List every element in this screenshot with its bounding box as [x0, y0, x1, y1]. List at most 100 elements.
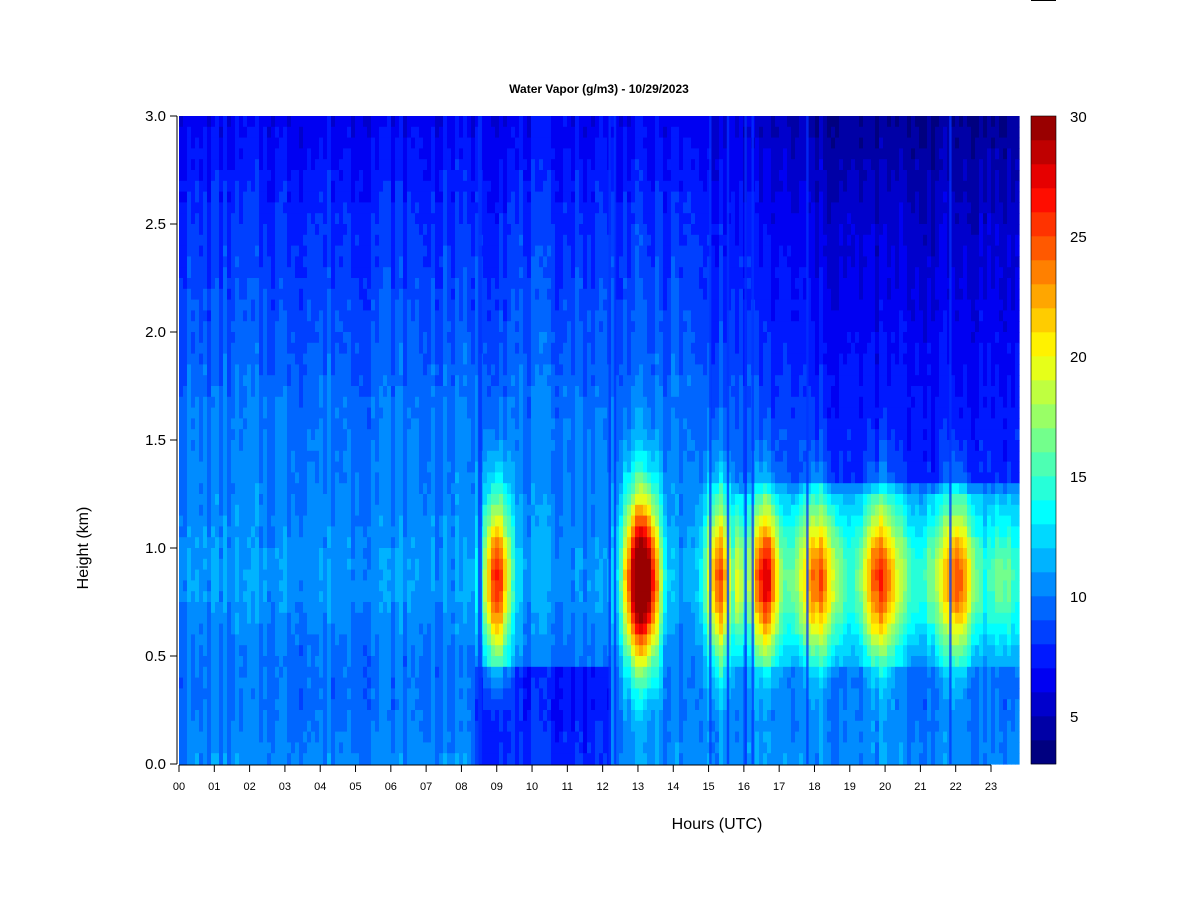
heatmap-cell: [243, 245, 248, 257]
heatmap-cell: [375, 494, 380, 506]
heatmap-cell: [347, 612, 352, 625]
heatmap-cell: [467, 537, 472, 549]
heatmap-cell: [251, 612, 256, 625]
heatmap-cell: [503, 515, 508, 527]
heatmap-cell: [363, 720, 368, 733]
heatmap-cell: [427, 623, 432, 635]
heatmap-cell: [391, 710, 396, 722]
heatmap-cell: [267, 591, 272, 603]
heatmap-cell: [495, 623, 500, 635]
heatmap-cell: [315, 299, 320, 311]
heatmap-cell: [471, 591, 476, 603]
heatmap-cell: [315, 267, 320, 279]
heatmap-cell: [311, 612, 316, 625]
heatmap-cell: [487, 299, 492, 311]
heatmap-cell: [187, 688, 192, 700]
heatmap-cell: [183, 742, 188, 754]
heatmap-cell: [243, 299, 248, 311]
heatmap-cell: [411, 213, 416, 225]
heatmap-cell: [255, 126, 260, 139]
heatmap-cell: [355, 148, 360, 160]
heatmap-cell: [399, 407, 404, 419]
heatmap-cell: [307, 602, 312, 614]
heatmap-cell: [463, 483, 468, 495]
heatmap-cell: [283, 580, 288, 592]
heatmap-cell: [243, 558, 248, 571]
heatmap-cell: [507, 137, 512, 149]
heatmap-cell: [203, 461, 208, 473]
heatmap-cell: [363, 580, 368, 592]
heatmap-cell: [275, 310, 280, 322]
heatmap-cell: [447, 213, 452, 225]
heatmap-cell: [235, 699, 240, 711]
heatmap-cell: [375, 234, 380, 247]
heatmap-cell: [499, 569, 504, 581]
heatmap-cell: [387, 612, 392, 625]
heatmap-cell: [295, 602, 300, 614]
heatmap-cell: [239, 483, 244, 495]
heatmap-cell: [239, 310, 244, 322]
heatmap-cell: [267, 472, 272, 484]
heatmap-cell: [395, 656, 400, 668]
heatmap-cell: [259, 364, 264, 376]
heatmap-cell: [251, 742, 256, 754]
heatmap-cell: [499, 310, 504, 322]
heatmap-cell: [411, 548, 416, 560]
heatmap-cell: [431, 332, 436, 344]
heatmap-cell: [499, 526, 504, 538]
heatmap-cell: [455, 548, 460, 560]
heatmap-cell: [227, 591, 232, 603]
heatmap-cell: [455, 699, 460, 711]
heatmap-cell: [343, 148, 348, 160]
heatmap-cell: [439, 623, 444, 635]
heatmap-cell: [507, 634, 512, 646]
heatmap-cell: [475, 180, 480, 193]
heatmap-cell: [243, 429, 248, 441]
heatmap-cell: [367, 288, 372, 301]
heatmap-cell: [423, 720, 428, 733]
heatmap-cell: [267, 602, 272, 614]
heatmap-cell: [223, 569, 228, 581]
heatmap-cell: [491, 429, 496, 441]
heatmap-cell: [431, 126, 436, 139]
heatmap-cell: [295, 472, 300, 484]
heatmap-cell: [191, 494, 196, 506]
heatmap-cell: [387, 245, 392, 257]
heatmap-cell: [383, 515, 388, 527]
heatmap-cell: [471, 148, 476, 160]
heatmap-cell: [263, 386, 268, 398]
heatmap-cell: [375, 170, 380, 182]
heatmap-cell: [195, 137, 200, 149]
heatmap-cell: [291, 418, 296, 430]
heatmap-cell: [471, 310, 476, 322]
heatmap-cell: [491, 234, 496, 247]
heatmap-cell: [267, 256, 272, 268]
heatmap-cell: [215, 342, 220, 355]
heatmap-cell: [243, 321, 248, 333]
heatmap-cell: [211, 504, 216, 517]
heatmap-cell: [219, 634, 224, 646]
heatmap-cell: [343, 537, 348, 549]
heatmap-cell: [415, 288, 420, 301]
heatmap-cell: [403, 159, 408, 171]
heatmap-cell: [199, 202, 204, 214]
heatmap-cell: [311, 634, 316, 646]
heatmap-cell: [503, 537, 508, 549]
heatmap-cell: [287, 720, 292, 733]
heatmap-cell: [283, 656, 288, 668]
heatmap-cell: [487, 688, 492, 700]
heatmap-cell: [299, 256, 304, 268]
heatmap-cell: [487, 440, 492, 452]
heatmap-cell: [379, 170, 384, 182]
heatmap-cell: [183, 731, 188, 743]
heatmap-cell: [255, 299, 260, 311]
heatmap-cell: [419, 656, 424, 668]
heatmap-cell: [371, 558, 376, 571]
heatmap-cell: [227, 742, 232, 754]
heatmap-cell: [287, 429, 292, 441]
heatmap-cell: [415, 213, 420, 225]
heatmap-cell: [179, 126, 184, 139]
heatmap-cell: [355, 342, 360, 355]
heatmap-cell: [419, 288, 424, 301]
heatmap-cell: [407, 742, 412, 754]
